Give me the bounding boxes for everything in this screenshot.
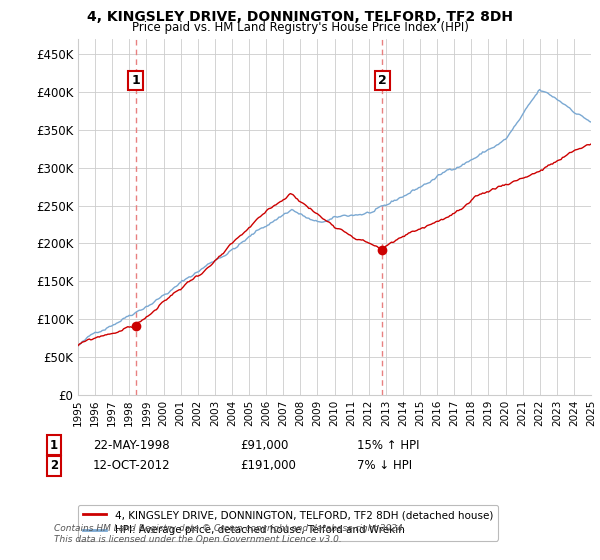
Text: Contains HM Land Registry data © Crown copyright and database right 2024.
This d: Contains HM Land Registry data © Crown c… — [54, 524, 406, 544]
Text: Price paid vs. HM Land Registry's House Price Index (HPI): Price paid vs. HM Land Registry's House … — [131, 21, 469, 34]
Text: 15% ↑ HPI: 15% ↑ HPI — [357, 438, 419, 452]
Text: 12-OCT-2012: 12-OCT-2012 — [93, 459, 170, 473]
Text: 7% ↓ HPI: 7% ↓ HPI — [357, 459, 412, 473]
Text: 4, KINGSLEY DRIVE, DONNINGTON, TELFORD, TF2 8DH: 4, KINGSLEY DRIVE, DONNINGTON, TELFORD, … — [87, 10, 513, 24]
Text: £91,000: £91,000 — [240, 438, 289, 452]
Text: 2: 2 — [50, 459, 58, 473]
Text: 1: 1 — [131, 74, 140, 87]
Text: 1: 1 — [50, 438, 58, 452]
Text: 22-MAY-1998: 22-MAY-1998 — [93, 438, 170, 452]
Text: £191,000: £191,000 — [240, 459, 296, 473]
Text: 2: 2 — [377, 74, 386, 87]
Legend: 4, KINGSLEY DRIVE, DONNINGTON, TELFORD, TF2 8DH (detached house), HPI: Average p: 4, KINGSLEY DRIVE, DONNINGTON, TELFORD, … — [78, 505, 498, 540]
